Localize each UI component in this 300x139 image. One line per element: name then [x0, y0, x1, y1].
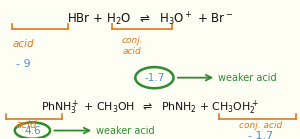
- Text: HBr + H$_2$O  $\rightleftharpoons$  H$_3$O$^+$ + Br$^-$: HBr + H$_2$O $\rightleftharpoons$ H$_3$O…: [67, 10, 233, 28]
- Text: weaker acid: weaker acid: [96, 126, 154, 136]
- Text: acid: acid: [13, 39, 34, 49]
- Text: - 1.7: - 1.7: [248, 131, 273, 139]
- Text: -1.7: -1.7: [144, 73, 165, 83]
- Text: weaker acid: weaker acid: [218, 73, 276, 83]
- Text: PhNH$_3^+$ + CH$_3$OH  $\rightleftharpoons$  PhNH$_2$ + CH$_3$OH$_2^+$: PhNH$_3^+$ + CH$_3$OH $\rightleftharpoon…: [41, 99, 259, 117]
- Text: conj.
acid: conj. acid: [122, 36, 143, 56]
- Text: 4.6: 4.6: [24, 126, 41, 136]
- Text: conj. acid: conj. acid: [238, 121, 282, 130]
- Text: acid: acid: [16, 120, 37, 130]
- Text: - 9: - 9: [16, 59, 31, 69]
